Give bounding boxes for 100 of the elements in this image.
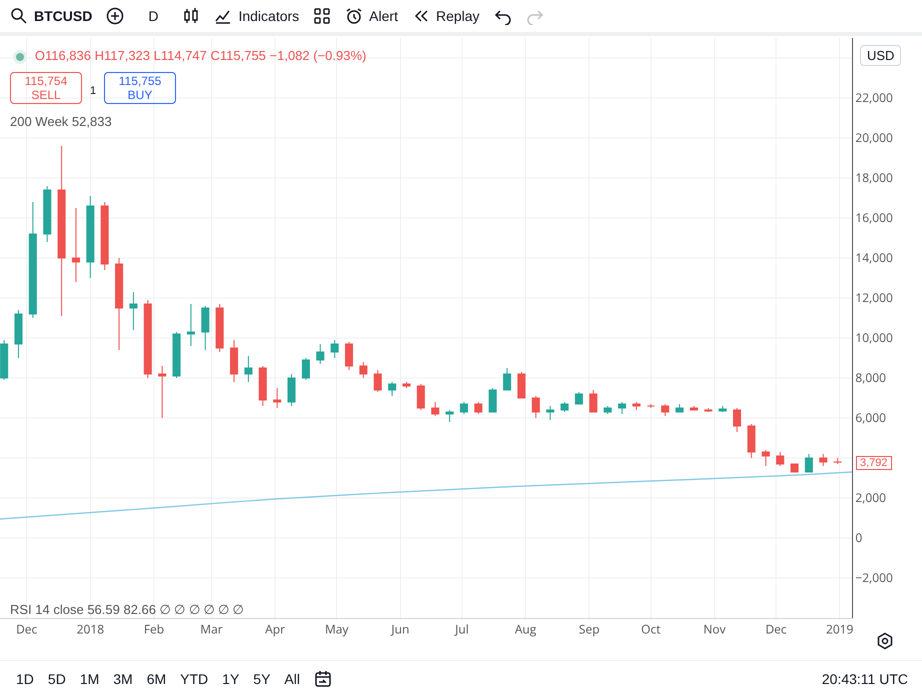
text: Alert <box>369 8 398 24</box>
candlestick <box>646 404 655 408</box>
text: YTD <box>180 670 208 686</box>
candlestick <box>747 424 756 458</box>
annotation: 115,755 <box>118 74 162 88</box>
candlestick <box>0 340 8 380</box>
candlestick <box>258 366 267 406</box>
candlestick <box>676 404 684 412</box>
candlestick <box>388 382 396 396</box>
candlestick <box>661 404 670 416</box>
candlestick <box>72 208 80 282</box>
candlestick <box>186 304 195 346</box>
y-tick-label: 14,000 <box>855 249 893 266</box>
candlestick <box>316 344 324 364</box>
candlestick <box>230 340 238 382</box>
candlestick <box>374 370 382 392</box>
candlestick <box>302 358 310 380</box>
candlestick <box>762 450 770 466</box>
candlestick <box>488 388 497 412</box>
annotation: 200 Week 52,833 <box>10 114 112 129</box>
text: D <box>148 8 158 24</box>
candlestick <box>129 292 138 330</box>
text: USD <box>860 45 902 66</box>
candlestick <box>144 300 152 378</box>
candlestick <box>14 310 22 358</box>
annotation: SELL <box>31 88 61 102</box>
candlestick <box>43 186 52 242</box>
candlestick <box>804 454 813 472</box>
text: 6M <box>146 670 166 686</box>
y-tick-label: 16,000 <box>855 209 893 226</box>
candlestick <box>201 306 210 350</box>
candlestick <box>819 454 828 466</box>
text: 5Y <box>253 670 270 686</box>
candlestick <box>344 342 354 370</box>
y-tick-label: 6,000 <box>855 409 886 426</box>
candlestick <box>718 406 727 412</box>
line-series <box>0 471 852 520</box>
y-tick-label: 8,000 <box>855 369 886 386</box>
x-tick-label: Jul <box>454 620 469 638</box>
candlestick <box>115 258 124 350</box>
text: 1Y <box>222 670 240 686</box>
x-tick-label: Oct <box>641 620 660 638</box>
text: 1M <box>80 670 100 686</box>
text: BTCUSD <box>34 8 92 24</box>
y-tick-label: 10,000 <box>855 329 893 346</box>
x-tick-label: Sep <box>578 620 600 638</box>
candlestick <box>474 402 482 414</box>
candlestick <box>446 410 454 422</box>
x-tick-label: Dec <box>16 620 38 638</box>
candlestick <box>58 146 66 316</box>
candlestick <box>589 390 598 412</box>
candlestick <box>604 406 612 414</box>
x-tick-label: May <box>324 620 350 638</box>
candlestick <box>532 396 540 418</box>
candlestick <box>704 408 712 412</box>
x-tick-label: Feb <box>144 620 164 638</box>
candlestick <box>517 372 526 398</box>
candlestick <box>546 406 554 420</box>
candlestick <box>632 402 640 410</box>
candlestick <box>86 196 94 278</box>
annotation: 115,754 <box>24 74 68 88</box>
candlestick <box>560 402 569 412</box>
x-tick-label: Apr <box>265 620 286 638</box>
candlestick <box>330 340 339 358</box>
x-tick-label: 2019 <box>826 620 854 638</box>
x-tick-label: Dec <box>765 620 787 638</box>
candlestick <box>402 382 411 388</box>
annotation: 1 <box>90 85 96 97</box>
candlestick <box>460 402 468 414</box>
annotation: O116,836 H117,323 L114,747 C115,755 −1,082 (−0.93%) <box>34 48 366 63</box>
x-tick-label: Nov <box>703 620 726 638</box>
candlestick <box>288 374 296 406</box>
text: 3M <box>113 670 133 686</box>
text: 5D <box>48 670 66 686</box>
text: Replay <box>436 8 480 24</box>
candlestick <box>790 464 799 472</box>
text: 20:43:11 UTC <box>822 670 908 686</box>
x-tick-label: Mar <box>200 620 223 638</box>
annotation: RSI 14 close 56.59 82.66 ∅ ∅ ∅ ∅ ∅ ∅ <box>10 602 244 617</box>
text: 3,792 <box>856 456 892 470</box>
text: Indicators <box>238 8 300 24</box>
candlestick <box>733 408 742 432</box>
y-tick-label: −2,000 <box>855 569 893 586</box>
candlestick <box>618 402 626 414</box>
candlestick <box>158 366 166 418</box>
candlestick <box>574 392 583 404</box>
text: 1D <box>16 670 34 686</box>
candlestick <box>100 202 109 270</box>
candlestick <box>28 202 37 318</box>
candlestick <box>416 384 425 410</box>
candlestick <box>216 304 224 352</box>
x-tick-label: 2018 <box>76 620 104 638</box>
candlestick <box>273 388 282 408</box>
candlestick <box>690 406 698 410</box>
candlestick <box>503 368 512 390</box>
x-tick-label: Jun <box>390 620 410 638</box>
x-tick-label: Aug <box>514 620 537 638</box>
candlestick <box>359 362 368 378</box>
y-tick-label: 2,000 <box>855 489 886 506</box>
text: All <box>284 670 300 686</box>
